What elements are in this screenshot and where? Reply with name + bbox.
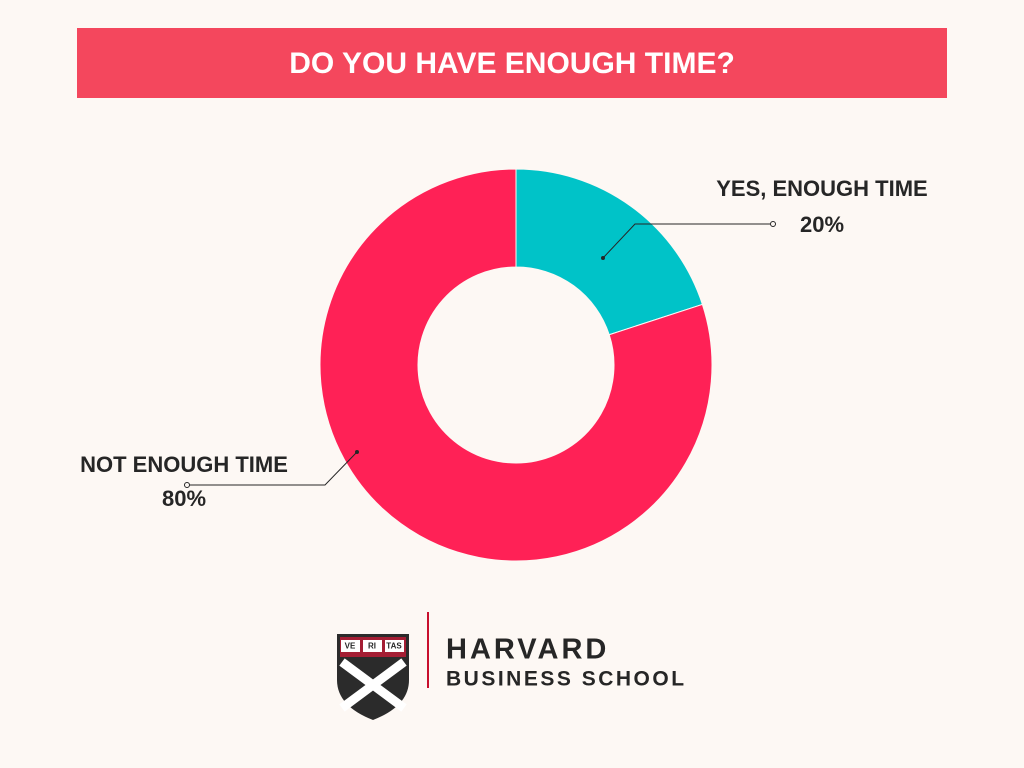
leader-end [770,221,776,227]
motto: VE [345,642,356,651]
saltire [339,658,407,712]
logo-subtitle: BUSINESS SCHOOL [446,668,687,691]
title-bar [77,28,947,98]
motto: RI [368,642,376,651]
leader-dot [355,450,359,454]
donut-chart: YES, ENOUGH TIME 20% NOT ENOUGH TIME 80% [80,168,928,562]
slice-label: NOT ENOUGH TIME [80,452,288,477]
logo: VE RI TAS HARVARD BUSINESS SCHOOL [337,612,687,720]
book [341,640,360,652]
chart-title: DO YOU HAVE ENOUGH TIME? [289,47,735,80]
donut-slice [319,168,713,562]
leader-line [187,451,358,486]
value-label: 80% [162,486,206,511]
book [385,640,404,652]
leader-end [184,482,190,488]
motto: TAS [386,642,402,651]
slice-label: YES, ENOUGH TIME [716,176,927,201]
value-label: 20% [800,212,844,237]
logo-title: HARVARD [446,634,609,666]
leader-line [602,223,773,259]
book [363,640,382,652]
leader-dot [601,256,605,260]
